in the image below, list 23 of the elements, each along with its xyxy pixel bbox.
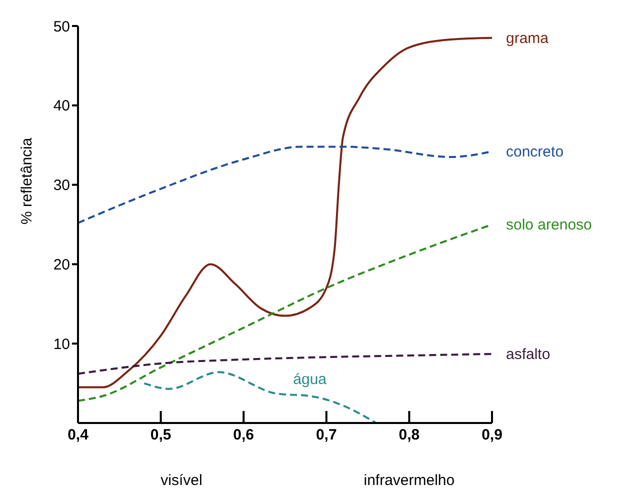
x-tick-label: 0,5 — [150, 426, 172, 444]
line-series — [78, 36, 492, 388]
line-series — [143, 371, 378, 423]
x-tick-label: 0,7 — [316, 426, 337, 444]
series-label: solo arenoso — [506, 216, 592, 234]
text: infravermelho — [364, 472, 455, 489]
x-tick-label: 0,9 — [482, 426, 502, 444]
line-series — [78, 224, 492, 402]
line-series — [78, 352, 492, 375]
y-tick-label: 50 — [53, 18, 70, 36]
series-label: concreto — [506, 143, 564, 160]
x-tick-label: 0,6 — [233, 426, 254, 444]
series-label: asfalto — [506, 346, 550, 363]
series-label: água — [293, 371, 328, 388]
y-tick-label: 10 — [53, 336, 70, 353]
y-axis-title: % refletância — [18, 137, 36, 224]
y-tick-label: 20 — [53, 256, 70, 274]
y-tick-label: 30 — [53, 177, 70, 194]
x-tick-label: 0,4 — [68, 426, 90, 444]
text: visível — [160, 472, 202, 489]
x-tick-label: 0,8 — [398, 426, 420, 444]
series-label: grama — [506, 30, 550, 47]
y-tick-label: 40 — [53, 98, 70, 115]
